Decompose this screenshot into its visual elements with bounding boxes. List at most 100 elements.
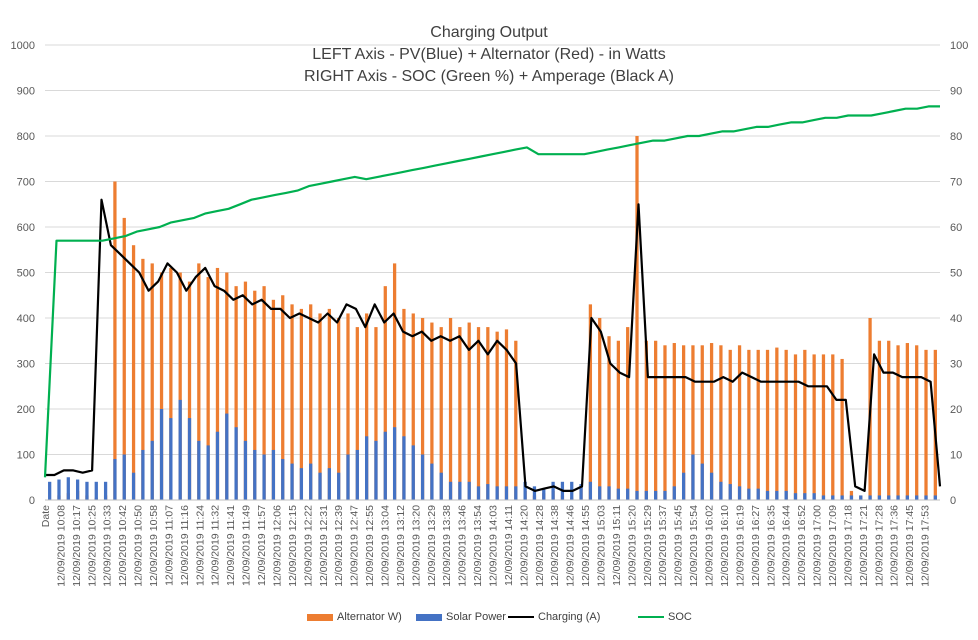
bar	[663, 490, 667, 500]
bar	[681, 472, 686, 500]
bar	[598, 486, 602, 500]
bar	[75, 479, 80, 500]
x-axis-tick-label: 12/09/2019 13:46	[457, 505, 469, 587]
bar	[905, 495, 910, 500]
bar	[327, 468, 331, 500]
x-axis-tick-label: 12/09/2019 15:37	[657, 505, 669, 587]
bar	[402, 436, 406, 500]
bar	[495, 486, 499, 500]
bar	[626, 327, 630, 500]
bar	[234, 286, 238, 500]
bar	[719, 345, 723, 500]
bar	[821, 495, 826, 500]
bar	[197, 440, 201, 500]
bar	[849, 495, 854, 500]
bar	[234, 427, 238, 500]
bar	[355, 327, 359, 500]
bar	[644, 490, 648, 500]
x-axis-tick-label: 12/09/2019 15:54	[688, 505, 700, 587]
x-axis-tick-label: 12/09/2019 16:52	[796, 505, 808, 587]
legend: Alternator W) Solar Power Charging (A) SOC	[0, 611, 978, 629]
x-axis-tick-label: 12/09/2019 10:33	[102, 505, 114, 587]
bar	[654, 490, 658, 500]
x-axis-tick-label: 12/09/2019 13:54	[472, 505, 484, 587]
bar	[737, 345, 742, 500]
bar	[448, 318, 453, 500]
bar	[784, 349, 788, 500]
bar	[709, 472, 714, 500]
bar	[728, 484, 732, 500]
bar	[420, 454, 425, 500]
bar	[812, 354, 816, 500]
x-axis-tick-label: 12/09/2019 16:02	[704, 505, 716, 587]
x-axis-tick-label: 12/09/2019 12:15	[287, 505, 299, 587]
bar	[94, 481, 98, 500]
bar	[365, 313, 369, 500]
bar	[542, 488, 546, 500]
x-axis-tick-label: 12/09/2019 11:07	[163, 505, 175, 586]
bar	[215, 431, 220, 500]
bar	[392, 263, 397, 500]
bar	[551, 481, 555, 500]
bar	[318, 313, 322, 500]
chart-subtitle-left-axis: LEFT Axis - PV(Blue) + Alternator (Red) …	[312, 46, 666, 63]
legend-label: Solar Power	[446, 611, 506, 623]
bar	[411, 313, 415, 500]
x-axis-tick-label: 12/09/2019 16:19	[734, 505, 746, 587]
bar	[803, 493, 807, 500]
x-axis-tick-label: 12/09/2019 12:22	[302, 505, 314, 587]
bar	[756, 488, 760, 500]
bar	[374, 327, 378, 500]
x-axis-tick-label: 12/09/2019 13:04	[380, 505, 392, 587]
bar	[747, 349, 751, 500]
x-axis-tick-label: 12/09/2019 10:58	[148, 505, 160, 587]
bar	[243, 281, 248, 500]
x-axis-tick-label: 12/09/2019 11:16	[179, 505, 191, 586]
bar	[476, 327, 481, 500]
left-axis-tick-label: 400	[17, 313, 35, 325]
right-axis-tick-label: 70	[950, 177, 962, 189]
right-axis-tick-label: 100	[950, 40, 968, 52]
bar	[719, 481, 723, 500]
bar	[598, 318, 602, 500]
legend-item: Alternator W)	[307, 611, 402, 623]
bar	[48, 481, 52, 500]
bar	[66, 477, 70, 500]
bar	[178, 272, 182, 500]
bar	[150, 263, 154, 500]
bar	[281, 295, 285, 500]
bar	[709, 343, 714, 500]
x-axis-tick-label: 12/09/2019 15:29	[642, 505, 654, 587]
bar	[309, 463, 313, 500]
x-axis-tick-label: 12/09/2019 10:50	[133, 505, 145, 587]
x-axis-tick-label: 12/09/2019 14:03	[488, 505, 500, 587]
x-axis-tick-label: 12/09/2019 17:36	[889, 505, 901, 587]
x-axis-tick-label: 12/09/2019 15:20	[626, 505, 638, 587]
bar	[616, 488, 620, 500]
x-axis-tick-label: 12/09/2019 11:41	[225, 505, 237, 586]
bar	[793, 354, 798, 500]
bar	[215, 267, 220, 500]
x-axis-tick-label: 12/09/2019 12:47	[349, 505, 361, 587]
x-axis-tick-label: 12/09/2019 16:44	[781, 505, 793, 587]
bar	[225, 413, 229, 500]
bar	[840, 495, 844, 500]
bar	[700, 345, 704, 500]
bar-series	[48, 136, 937, 500]
bar	[933, 495, 937, 500]
bar	[831, 354, 835, 500]
legend-label: Charging (A)	[538, 611, 601, 623]
legend-label: SOC	[668, 611, 692, 623]
bar	[383, 431, 387, 500]
x-axis-tick-label: 12/09/2019 15:03	[596, 505, 608, 587]
bar	[271, 449, 276, 500]
legend-swatch	[307, 613, 333, 621]
x-axis-tick-label: 12/09/2019 10:42	[117, 505, 129, 587]
bar	[877, 340, 882, 500]
series-line	[43, 105, 940, 478]
bar	[458, 481, 462, 500]
bar	[607, 336, 611, 500]
bar	[374, 440, 378, 500]
x-axis-tick-label: 12/09/2019 11:24	[194, 505, 206, 586]
